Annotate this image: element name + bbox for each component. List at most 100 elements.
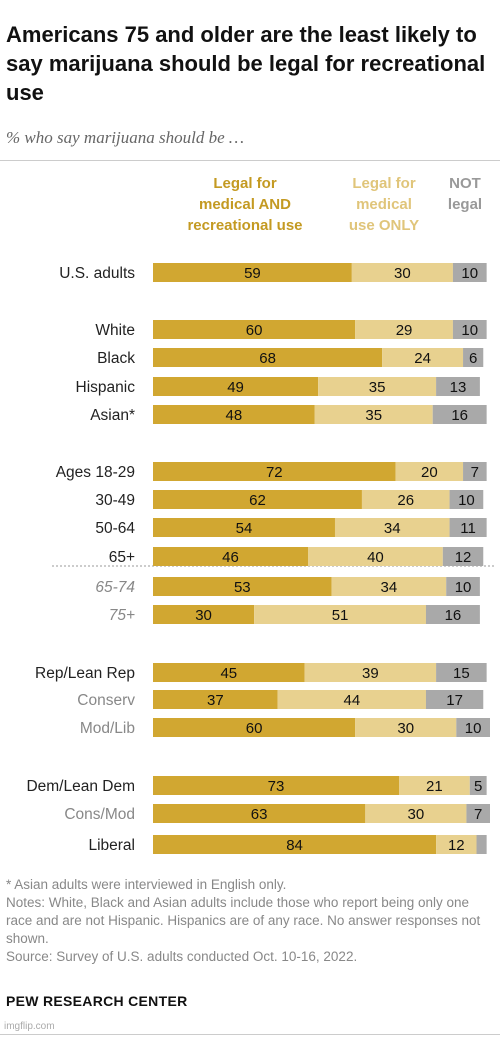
legend-label-3-line-2: legal	[448, 196, 482, 213]
bar-value-label: 35	[365, 407, 382, 424]
bar-value-label: 60	[246, 720, 263, 737]
bar-segment	[153, 776, 400, 795]
bar-segment	[331, 577, 447, 596]
bar-value-label: 60	[246, 322, 263, 339]
source-organization: PEW RESEARCH CENTER	[6, 993, 188, 1009]
legend-label-2-line-2: medical	[356, 196, 412, 213]
legend-label-1-line-3: recreational use	[187, 217, 302, 234]
bar-value-label: 54	[236, 520, 253, 537]
bar-value-label: 30	[408, 806, 425, 823]
category-label: 50-64	[95, 520, 135, 537]
bottom-rule	[0, 1034, 500, 1035]
bar-value-label: 12	[448, 837, 465, 854]
bar-value-label: 59	[244, 265, 261, 282]
bar-value-label: 39	[362, 665, 379, 682]
bar-segment	[153, 605, 255, 624]
bar-value-label: 20	[421, 464, 438, 481]
bar-value-label: 11	[460, 520, 476, 537]
bar-value-label: 16	[445, 607, 462, 624]
category-label: Liberal	[88, 837, 135, 854]
bar-value-label: 17	[446, 692, 463, 709]
bar-segment	[153, 377, 319, 396]
bar-segment	[355, 320, 453, 339]
bar-value-label: 35	[369, 379, 386, 396]
bar-segment	[153, 405, 315, 424]
category-label: Mod/Lib	[80, 720, 135, 737]
category-label: Rep/Lean Rep	[35, 665, 135, 682]
category-label: U.S. adults	[59, 265, 135, 282]
chart-title: Americans 75 and older are the least lik…	[6, 22, 486, 105]
bar-value-label: 12	[455, 549, 472, 566]
bar-segment	[476, 835, 487, 854]
category-label: Conserv	[77, 692, 135, 709]
bar-segment	[432, 405, 487, 424]
bar-segment	[456, 718, 490, 737]
bar-value-label: 29	[396, 322, 413, 339]
bar-segment	[254, 605, 426, 624]
bar-segment	[153, 348, 383, 367]
bar-value-label: 45	[220, 665, 237, 682]
bar-segment	[153, 263, 352, 282]
bar-segment	[153, 577, 332, 596]
bar-segment	[153, 663, 305, 682]
bar-segment	[361, 490, 450, 509]
category-label: Ages 18-29	[56, 464, 135, 481]
bar-segment	[304, 663, 437, 682]
category-label: Cons/Mod	[64, 806, 135, 823]
legend-label-3-line-1: NOT	[449, 175, 481, 192]
bar-segment	[153, 835, 437, 854]
bar-segment	[442, 547, 484, 566]
bar-value-label: 24	[414, 350, 431, 367]
category-label: Dem/Lean Dem	[26, 778, 135, 795]
bar-segment	[452, 320, 487, 339]
bar-value-label: 10	[465, 720, 482, 737]
bar-segment	[318, 377, 437, 396]
bar-value-label: 46	[222, 549, 239, 566]
chart-subtitle: % who say marijuana should be …	[6, 128, 244, 147]
top-rule	[0, 160, 500, 161]
bar-segment	[446, 577, 480, 596]
bar-value-label: 16	[451, 407, 468, 424]
bar-value-label: 13	[450, 379, 467, 396]
bar-value-label: 48	[226, 407, 243, 424]
category-label: 65-74	[95, 579, 135, 596]
legend-label-1-line-2: medical AND	[199, 196, 291, 213]
bar-segment	[153, 547, 309, 566]
bar-value-label: 6	[469, 350, 477, 367]
bar-value-label: 26	[397, 492, 414, 509]
bar-value-label: 30	[195, 607, 212, 624]
legend-label-2-line-1: Legal for	[352, 175, 416, 192]
bar-value-label: 7	[471, 464, 479, 481]
chart-notes: * Asian adults were interviewed in Engli…	[6, 876, 498, 966]
bar-segment	[153, 462, 396, 481]
category-label: 65+	[109, 549, 135, 566]
bar-segment	[153, 518, 335, 537]
bar-segment	[355, 718, 457, 737]
bar-value-label: 10	[461, 322, 478, 339]
bar-value-label: 10	[455, 579, 472, 596]
bar-value-label: 84	[286, 837, 303, 854]
bar-segment	[469, 776, 487, 795]
bar-segment	[277, 690, 426, 709]
bar-value-label: 10	[458, 492, 475, 509]
bar-value-label: 5	[474, 778, 482, 795]
category-label: Black	[97, 350, 135, 367]
bar-segment	[425, 690, 484, 709]
bar-value-label: 44	[343, 692, 360, 709]
bar-segment	[436, 835, 477, 854]
bar-segment	[452, 263, 487, 282]
bar-value-label: 73	[268, 778, 285, 795]
bar-value-label: 21	[426, 778, 443, 795]
bar-segment	[334, 518, 450, 537]
bar-segment	[153, 718, 356, 737]
bar-segment	[314, 405, 433, 424]
bar-segment	[153, 690, 278, 709]
bar-segment	[153, 320, 356, 339]
bar-segment	[399, 776, 470, 795]
bar-segment	[153, 804, 366, 823]
bar-segment	[425, 605, 480, 624]
bar-value-label: 72	[266, 464, 283, 481]
bar-value-label: 7	[474, 806, 482, 823]
bar-segment	[466, 804, 490, 823]
bar-segment	[449, 518, 487, 537]
